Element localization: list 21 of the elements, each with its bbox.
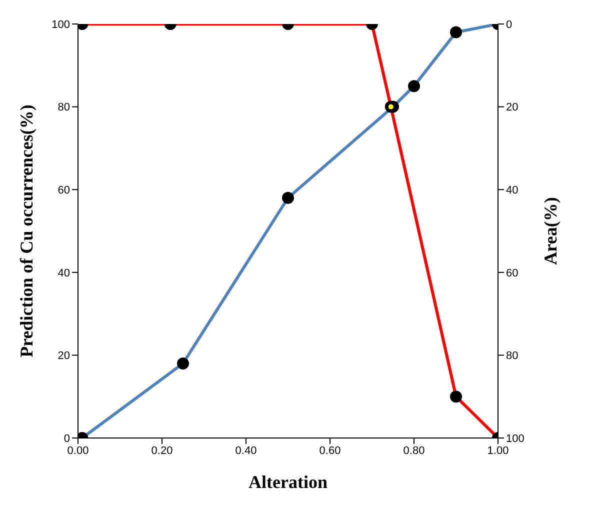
y-tick-label: 80	[58, 102, 70, 114]
y2-tick-label: 40	[506, 184, 518, 197]
x-tick-label: 0.00	[67, 444, 89, 457]
y2-tick-label: 80	[506, 350, 518, 362]
x-axis-title: Alteration	[248, 472, 328, 492]
y-axis-title: Prediction of Cu occurrences(%)	[16, 104, 36, 358]
x-tick-label: 0.60	[319, 444, 341, 457]
y-tick-label: 40	[58, 267, 70, 280]
y2-tick-label: 100	[506, 432, 524, 445]
y2-tick-label: 0	[506, 18, 512, 31]
y2-tick-label: 60	[506, 267, 518, 280]
x-tick-label: 0.40	[235, 444, 257, 457]
y-tick-label: 0	[64, 432, 70, 445]
y-tick-label: 100	[52, 18, 70, 31]
y2-axis-title: Area(%)	[540, 197, 560, 265]
x-tick-label: 0.20	[151, 444, 173, 457]
y-tick-label: 20	[58, 350, 70, 362]
y-tick-label: 60	[58, 184, 70, 197]
x-tick-label: 1.00	[487, 444, 509, 457]
y2-tick-label: 20	[506, 102, 518, 114]
x-tick-label: 0.80	[403, 444, 425, 457]
